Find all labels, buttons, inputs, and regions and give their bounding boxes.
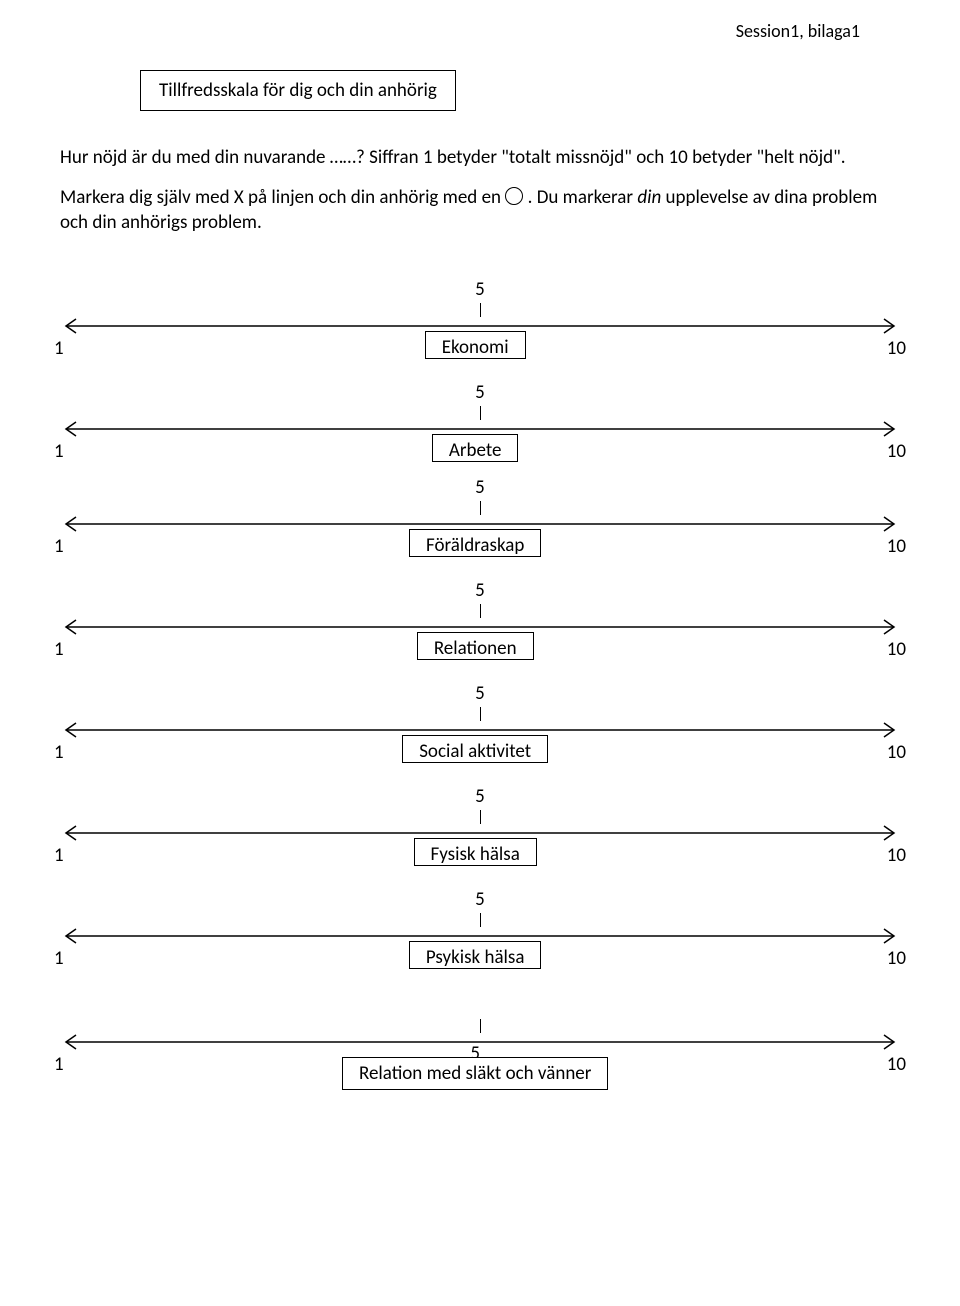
mid-label: 5 bbox=[60, 888, 900, 911]
mid-label: 5 bbox=[60, 278, 900, 301]
double-arrow-icon bbox=[60, 1033, 900, 1051]
intro-italic: din bbox=[637, 186, 661, 209]
intro-text: . Du markerar bbox=[528, 186, 638, 209]
category-box: Relation med släkt och vänner bbox=[342, 1057, 608, 1090]
scale-ekonomi: 5 1 Ekonomi 10 bbox=[60, 278, 900, 363]
right-label: 10 bbox=[887, 844, 906, 870]
left-label: 1 bbox=[54, 337, 64, 363]
page: Session1, bilaga1 Tillfredsskala för dig… bbox=[0, 0, 960, 1137]
mid-tick bbox=[480, 1019, 481, 1033]
right-label: 10 bbox=[887, 1053, 906, 1079]
category-box: Föräldraskap bbox=[409, 529, 541, 557]
circle-icon bbox=[505, 187, 523, 205]
right-label: 10 bbox=[887, 535, 906, 561]
mid-label: 5 bbox=[60, 476, 900, 499]
right-label: 10 bbox=[887, 947, 906, 973]
scale-foraldraskap: 5 1 Föräldraskap 10 bbox=[60, 476, 900, 561]
left-label: 1 bbox=[54, 1053, 64, 1079]
category-box: Arbete bbox=[432, 434, 519, 462]
scales-container: 5 1 Ekonomi 10 5 bbox=[60, 278, 900, 1079]
scale-psykisk-halsa: 5 1 Psykisk hälsa 10 bbox=[60, 888, 900, 973]
category-box: Relationen bbox=[417, 632, 534, 660]
scale-relationen: 5 1 Relationen 10 bbox=[60, 579, 900, 664]
mid-label: 5 bbox=[60, 682, 900, 705]
mid-tick bbox=[480, 406, 481, 420]
left-label: 1 bbox=[54, 440, 64, 466]
scale-relation-slakt-vanner: 1 5 Relation med släkt och vänner 10 bbox=[60, 991, 900, 1079]
right-label: 10 bbox=[887, 638, 906, 664]
intro-paragraph-2: Markera dig själv med X på linjen och di… bbox=[60, 185, 900, 236]
category-box: Social aktivitet bbox=[402, 735, 548, 763]
left-label: 1 bbox=[54, 844, 64, 870]
category-box: Fysisk hälsa bbox=[414, 838, 537, 866]
mid-tick bbox=[480, 913, 481, 927]
mid-label: 5 bbox=[60, 381, 900, 404]
left-label: 1 bbox=[54, 741, 64, 767]
mid-label: 5 bbox=[60, 785, 900, 808]
header-session: Session1, bilaga1 bbox=[60, 20, 860, 42]
intro-paragraph-1: Hur nöjd är du med din nuvarande ……? Sif… bbox=[60, 145, 900, 171]
scale-social-aktivitet: 5 1 Social aktivitet 10 bbox=[60, 682, 900, 767]
category-box: Psykisk hälsa bbox=[409, 941, 542, 969]
right-label: 10 bbox=[887, 337, 906, 363]
intro-text: Markera dig själv med X på linjen och di… bbox=[60, 186, 505, 209]
title-box: Tillfredsskala för dig och din anhörig bbox=[140, 70, 456, 111]
mid-label: 5 bbox=[60, 579, 900, 602]
mid-tick bbox=[480, 303, 481, 317]
category-box: Ekonomi bbox=[425, 331, 526, 359]
right-label: 10 bbox=[887, 741, 906, 767]
mid-tick bbox=[480, 707, 481, 721]
right-label: 10 bbox=[887, 440, 906, 466]
left-label: 1 bbox=[54, 535, 64, 561]
mid-tick bbox=[480, 810, 481, 824]
left-label: 1 bbox=[54, 638, 64, 664]
scale-line bbox=[60, 1033, 900, 1051]
mid-tick bbox=[480, 501, 481, 515]
scale-fysisk-halsa: 5 1 Fysisk hälsa 10 bbox=[60, 785, 900, 870]
mid-tick bbox=[480, 604, 481, 618]
scale-arbete: 5 1 Arbete 10 bbox=[60, 381, 900, 466]
left-label: 1 bbox=[54, 947, 64, 973]
